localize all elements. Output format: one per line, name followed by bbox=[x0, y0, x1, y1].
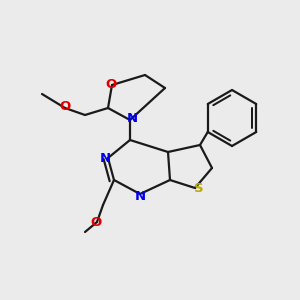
Text: N: N bbox=[134, 190, 146, 202]
Text: N: N bbox=[126, 112, 138, 125]
Text: N: N bbox=[99, 152, 111, 164]
Text: S: S bbox=[194, 182, 204, 196]
Text: O: O bbox=[90, 217, 102, 230]
Text: O: O bbox=[59, 100, 70, 113]
Text: O: O bbox=[105, 79, 117, 92]
